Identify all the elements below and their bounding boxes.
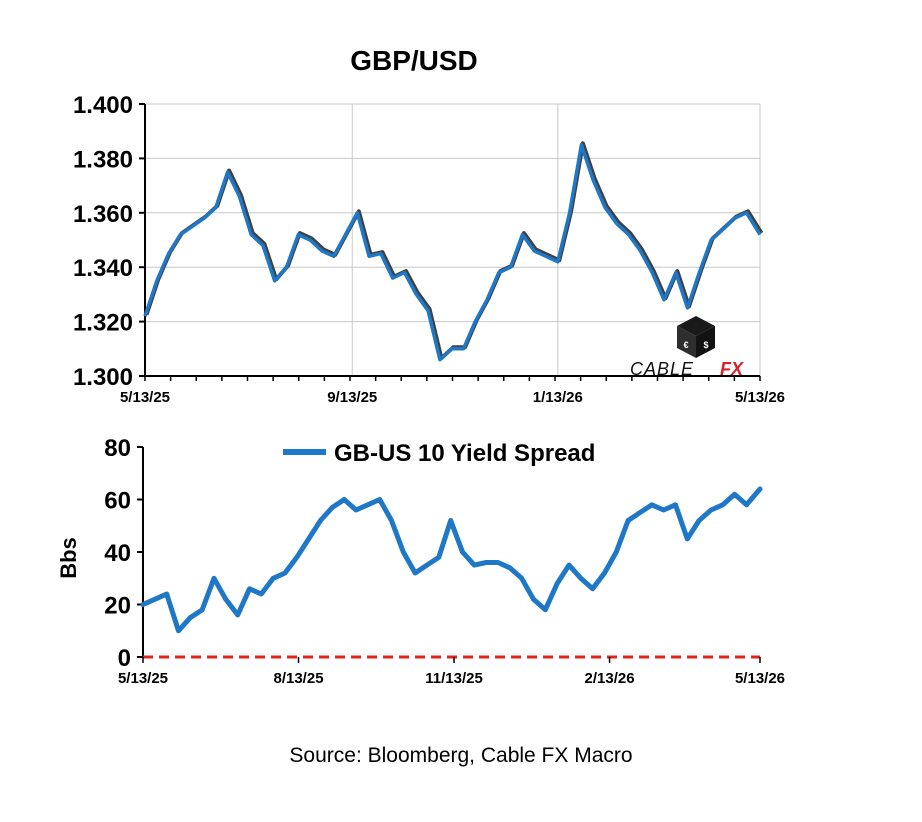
- gbpusd-axes: [139, 103, 761, 381]
- gbpusd-x-tick-label: 9/13/25: [327, 389, 377, 406]
- spread-x-tick-label: 5/13/26: [735, 670, 785, 687]
- gbpusd-x-tick-labels: 5/13/25 9/13/25 1/13/26 5/13/26: [120, 389, 785, 406]
- spread-axes: [137, 446, 761, 663]
- gbpusd-line-shadow: [144, 141, 764, 361]
- spread-series: [140, 486, 763, 634]
- cable-fx-logo: € $ CABLE FX: [630, 316, 744, 379]
- gbpusd-y-tick-label: 1.400: [73, 92, 133, 119]
- gbpusd-line: [143, 143, 762, 362]
- spread-x-tick-label: 11/13/25: [425, 670, 483, 687]
- spread-y-tick-label: 40: [104, 540, 131, 567]
- gbpusd-y-tick-label: 1.360: [73, 201, 133, 228]
- spread-x-tick-label: 2/13/26: [585, 670, 635, 687]
- cube-icon: € $: [677, 316, 715, 358]
- gbpusd-chart: GBP/USD 1.400 1.380 1.360 1.340 1.320 1.300 5…: [73, 45, 785, 406]
- spread-line: [140, 486, 763, 634]
- gbpusd-y-tick-label: 1.340: [73, 255, 133, 282]
- spread-x-tick-labels: 5/13/25 8/13/25 11/13/25 2/13/26 5/13/26: [118, 670, 785, 687]
- gbpusd-x-tick-label: 5/13/26: [735, 389, 785, 406]
- svg-text:€: €: [683, 340, 688, 350]
- spread-y-tick-labels: 80 60 40 20 0: [104, 435, 131, 672]
- spread-x-tick-label: 5/13/25: [118, 670, 168, 687]
- gbpusd-chart-title: GBP/USD: [350, 45, 478, 76]
- spread-legend: GB-US 10 Yield Spread: [283, 440, 595, 467]
- gbpusd-x-tick-label: 5/13/25: [120, 389, 170, 406]
- spread-y-tick-label: 20: [104, 593, 131, 620]
- gbpusd-y-tick-labels: 1.400 1.380 1.360 1.340 1.320 1.300: [73, 92, 133, 391]
- gbpusd-x-tick-label: 1/13/26: [533, 389, 583, 406]
- gbpusd-grid: [145, 103, 761, 376]
- spread-y-tick-label: 60: [104, 488, 131, 515]
- logo-text-cable: CABLE: [630, 359, 694, 379]
- gbpusd-y-tick-label: 1.380: [73, 146, 133, 173]
- gbpusd-series: [143, 141, 764, 362]
- spread-y-tick-label: 0: [118, 645, 131, 672]
- legend-label: GB-US 10 Yield Spread: [334, 440, 595, 467]
- spread-x-tick-label: 8/13/25: [273, 670, 323, 687]
- spread-y-axis-label: Bbs: [56, 537, 81, 579]
- svg-text:$: $: [703, 340, 708, 350]
- source-note: Source: Bloomberg, Cable FX Macro: [289, 744, 633, 767]
- spread-y-tick-label: 80: [104, 435, 131, 462]
- gbpusd-y-tick-label: 1.320: [73, 310, 133, 337]
- logo-text-fx: FX: [720, 359, 744, 379]
- gbpusd-y-tick-label: 1.300: [73, 364, 133, 391]
